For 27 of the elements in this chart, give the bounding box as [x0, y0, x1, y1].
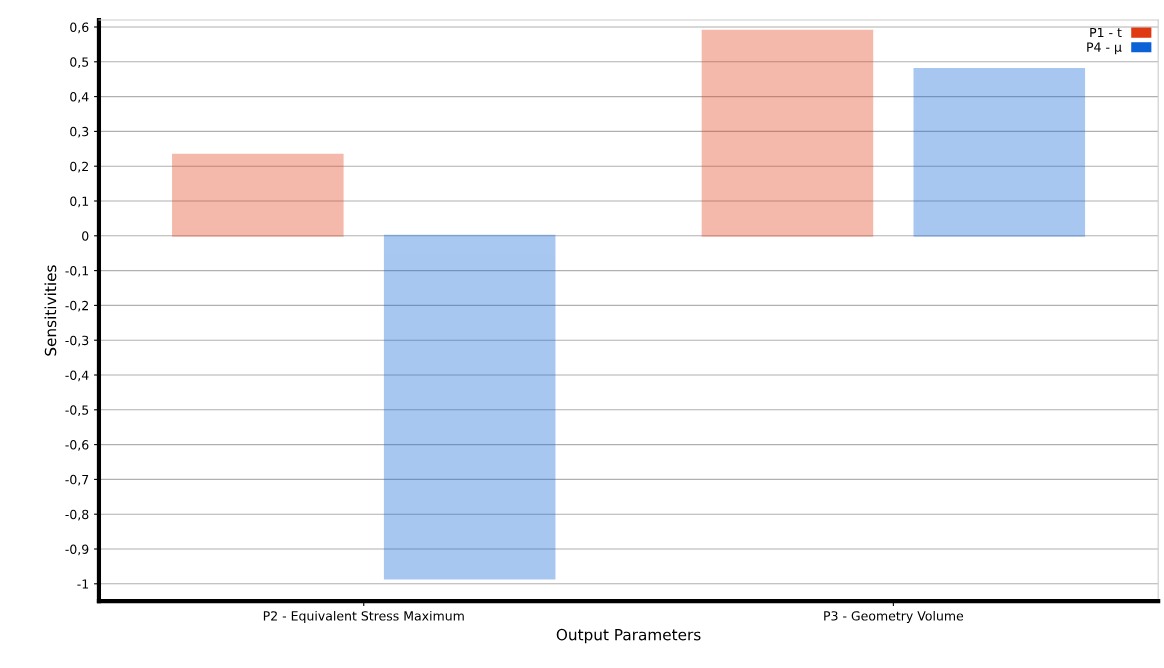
- legend-label: P4 - μ: [1087, 42, 1122, 55]
- bar: [172, 153, 344, 237]
- y-tick-label: 0,1: [70, 196, 89, 208]
- y-tick-label: -0,3: [65, 335, 89, 347]
- y-tick-label: -1: [77, 579, 89, 589]
- y-tick-label: 0,6: [70, 22, 89, 34]
- y-tick-label: -0,7: [65, 474, 89, 486]
- y-tick-label: -0,1: [65, 266, 89, 277]
- y-tick-label: -0,9: [65, 544, 89, 556]
- x-tick-label: P2 - Equivalent Stress Maximum: [263, 610, 464, 624]
- bar: [383, 234, 556, 580]
- y-tick-label: -0,5: [65, 405, 89, 416]
- y-tick-label: -0,4: [65, 370, 89, 382]
- y-tick-label: 0,5: [70, 57, 89, 68]
- y-tick-label: -0,2: [65, 300, 88, 312]
- y-tick-label: 0,2: [70, 161, 88, 173]
- x-tick-label: P3 - Geometry Volume: [824, 610, 964, 624]
- y-tick-label: 0,4: [70, 92, 89, 103]
- y-tick-label: 0: [82, 231, 89, 241]
- y-axis-title: Sensitivities: [44, 265, 57, 356]
- bar: [913, 68, 1086, 237]
- y-tick-label: 0,3: [70, 126, 89, 138]
- bar: [701, 29, 874, 237]
- y-tick-label: -0,8: [65, 509, 89, 521]
- legend-label: P1 - t: [1090, 27, 1122, 38]
- x-axis-title: Output Parameters: [556, 628, 701, 644]
- y-tick-label: -0,6: [65, 440, 89, 451]
